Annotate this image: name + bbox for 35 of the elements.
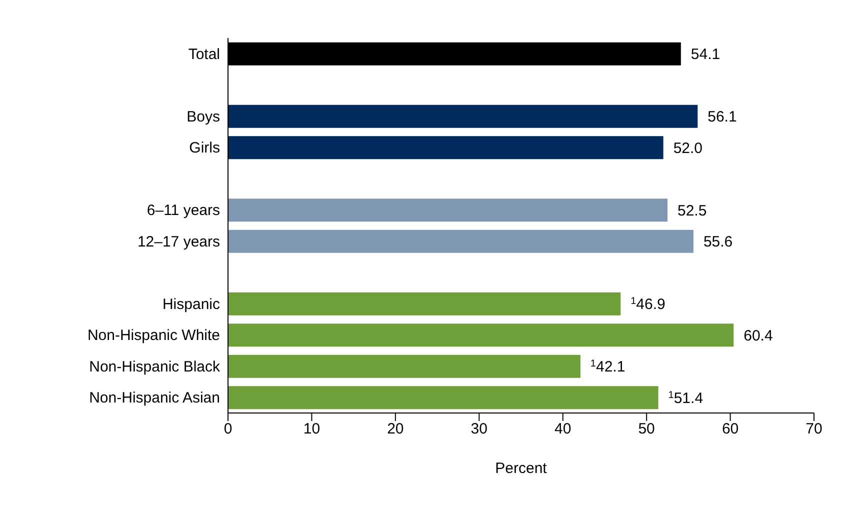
y-tick-label: Total [188, 46, 220, 63]
bar [228, 198, 668, 222]
x-tick-label: 10 [303, 420, 320, 438]
data-label: 52.0 [673, 140, 703, 157]
y-tick-label: 6–11 years [146, 202, 220, 220]
x-tick-label: 0 [224, 420, 232, 438]
y-tick-label: Boys [186, 108, 220, 126]
x-tick-label: 60 [722, 420, 739, 438]
x-tick-label: 20 [387, 420, 404, 438]
bar [228, 136, 664, 160]
bar [228, 230, 694, 253]
bar [228, 354, 580, 378]
bar [228, 324, 734, 347]
data-label: $^{1}$46.9 [630, 296, 666, 314]
x-tick-label: 70 [806, 420, 822, 438]
data-label: $^{1}$51.4 [668, 389, 704, 407]
y-tick-label: Hispanic [162, 296, 220, 313]
bar [228, 292, 621, 316]
y-tick-label: Non-Hispanic Black [89, 358, 220, 376]
y-tick-label: 12–17 years [137, 233, 220, 250]
data-label: 60.4 [744, 327, 773, 344]
x-tick-label: 50 [638, 420, 655, 438]
data-label: 55.6 [703, 234, 733, 251]
y-tick-label: Girls [189, 140, 220, 157]
y-tick-label: Non-Hispanic White [87, 327, 220, 344]
bar [228, 104, 698, 128]
data-label: 56.1 [708, 108, 737, 126]
data-label: 54.1 [690, 46, 720, 64]
bar [228, 386, 658, 410]
data-label: 52.5 [678, 202, 707, 220]
y-tick-label: Non-Hispanic Asian [89, 390, 220, 407]
x-tick-label: 30 [470, 420, 488, 438]
x-tick-label: 40 [554, 420, 572, 438]
data-label: $^{1}$42.1 [590, 358, 626, 376]
x-axis-title: Percent [495, 460, 548, 477]
